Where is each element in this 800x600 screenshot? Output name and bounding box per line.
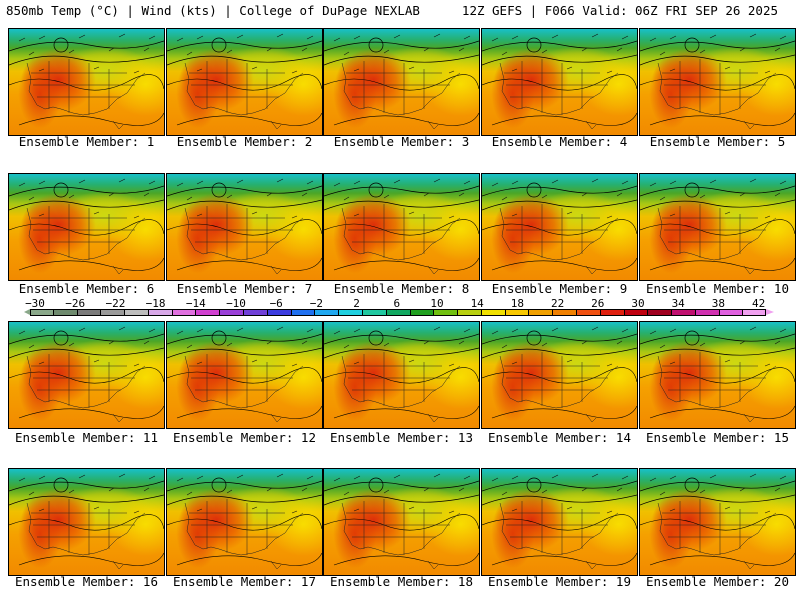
colorbar-tick-label: −10: [226, 297, 246, 310]
colorbar-tick-label: −2: [309, 297, 324, 310]
colorbar-swatch: [195, 309, 220, 316]
ensemble-member-map: [323, 321, 480, 429]
ensemble-member-map: [8, 468, 165, 576]
colorbar-swatch: [171, 309, 196, 316]
colorbar-swatch: [480, 309, 505, 316]
ensemble-member-map: [639, 321, 796, 429]
colorbar-tick-label: −14: [185, 297, 206, 310]
colorbar-swatch: [623, 309, 648, 316]
ensemble-member-map: [639, 28, 796, 136]
ensemble-member-label: Ensemble Member: 9: [491, 281, 628, 296]
colorbar-swatch: [124, 309, 148, 316]
ensemble-member-map: [481, 28, 638, 136]
colorbar-swatch: [742, 309, 767, 316]
colorbar-tick-label: −30: [25, 297, 45, 310]
ensemble-member-label: Ensemble Member: 17: [173, 574, 316, 589]
ensemble-member-label: Ensemble Member: 4: [491, 134, 628, 149]
colorbar-swatch: [147, 309, 172, 316]
colorbar-swatch: [504, 309, 529, 316]
ensemble-member-label: Ensemble Member: 16: [15, 574, 158, 589]
colorbar-swatch: [361, 309, 386, 316]
colorbar-tick-label: −6: [269, 297, 283, 310]
colorbar-swatch: [266, 309, 291, 316]
colorbar-swatches: [30, 309, 767, 316]
ensemble-member-label: Ensemble Member: 8: [333, 281, 470, 296]
colorbar-tick-label: 38: [711, 297, 726, 310]
model-run-valid-time: 12Z GEFS | F066 Valid: 06Z FRI SEP 26 20…: [461, 3, 778, 18]
ensemble-member-label: Ensemble Member: 12: [173, 430, 316, 445]
colorbar-tick-label: 34: [671, 297, 685, 310]
colorbar-swatch: [718, 309, 743, 316]
ensemble-member-map: [8, 173, 165, 281]
colorbar-tick-label: 18: [510, 297, 525, 310]
colorbar-tick-label: 30: [631, 297, 645, 310]
ensemble-member-label: Ensemble Member: 3: [333, 134, 470, 149]
colorbar-right-arrow: [766, 309, 774, 315]
colorbar-tick-label: 42: [751, 297, 766, 310]
colorbar-swatch: [290, 309, 315, 316]
ensemble-member-map: [481, 321, 638, 429]
ensemble-member-map: [323, 173, 480, 281]
colorbar-tick-label: 22: [550, 297, 565, 310]
ensemble-member-map: [166, 468, 323, 576]
ensemble-member-map: [639, 468, 796, 576]
colorbar-swatch: [409, 309, 434, 316]
colorbar-swatch: [385, 309, 410, 316]
colorbar-tick-label: −22: [105, 297, 126, 310]
temperature-colorbar: −30 −26 −22 −18 −14 −10 −6 −2 2 6 10 14 18 22 26 30 34 38…: [0, 298, 800, 320]
colorbar-swatch: [552, 309, 576, 316]
ensemble-member-map: [166, 28, 323, 136]
colorbar-tick-label: 6: [393, 297, 401, 310]
colorbar-swatch: [52, 309, 77, 316]
ensemble-member-label: Ensemble Member: 5: [649, 134, 786, 149]
colorbar-swatch: [76, 309, 101, 316]
colorbar-swatch: [671, 309, 695, 316]
ensemble-member-map: [481, 468, 638, 576]
colorbar-tick-label: −18: [145, 297, 166, 310]
ensemble-member-label: Ensemble Member: 1: [18, 134, 155, 149]
colorbar-swatch: [338, 309, 362, 316]
ensemble-member-label: Ensemble Member: 10: [646, 281, 789, 296]
ensemble-member-label: Ensemble Member: 18: [330, 574, 473, 589]
ensemble-member-label: Ensemble Member: 11: [15, 430, 158, 445]
ensemble-member-label: Ensemble Member: 14: [488, 430, 631, 445]
ensemble-member-label: Ensemble Member: 6: [18, 281, 155, 296]
colorbar-swatch: [243, 309, 267, 316]
colorbar-swatch: [575, 309, 600, 316]
colorbar-swatch: [219, 309, 244, 316]
colorbar-tick-label: 2: [353, 297, 360, 310]
colorbar-swatch: [433, 309, 458, 316]
colorbar-swatch: [528, 309, 553, 316]
ensemble-member-map: [323, 468, 480, 576]
ensemble-member-map: [166, 173, 323, 281]
ensemble-member-label: Ensemble Member: 15: [646, 430, 789, 445]
colorbar-swatch: [599, 309, 624, 316]
colorbar-swatch: [314, 309, 339, 316]
colorbar-swatch: [457, 309, 481, 316]
chart-title: 850mb Temp (°C) | Wind (kts) | College o…: [6, 3, 420, 18]
colorbar-swatch: [100, 309, 125, 316]
ensemble-member-label: Ensemble Member: 7: [176, 281, 313, 296]
ensemble-member-map: [166, 321, 323, 429]
colorbar-swatch: [30, 309, 53, 316]
ensemble-member-map: [8, 321, 165, 429]
ensemble-member-map: [639, 173, 796, 281]
colorbar-tick-label: 10: [430, 297, 444, 310]
ensemble-member-map: [323, 28, 480, 136]
colorbar-tick-label: −26: [65, 297, 86, 310]
colorbar-tick-label: 14: [470, 297, 484, 310]
ensemble-member-label: Ensemble Member: 19: [488, 574, 631, 589]
ensemble-member-label: Ensemble Member: 13: [330, 430, 473, 445]
ensemble-member-label: Ensemble Member: 2: [176, 134, 313, 149]
ensemble-member-label: Ensemble Member: 20: [646, 574, 789, 589]
colorbar-swatch: [694, 309, 719, 316]
colorbar-left-arrow: [24, 309, 30, 315]
ensemble-member-map: [481, 173, 638, 281]
colorbar-tick-label: 26: [591, 297, 605, 310]
colorbar-swatch: [647, 309, 672, 316]
ensemble-member-map: [8, 28, 165, 136]
